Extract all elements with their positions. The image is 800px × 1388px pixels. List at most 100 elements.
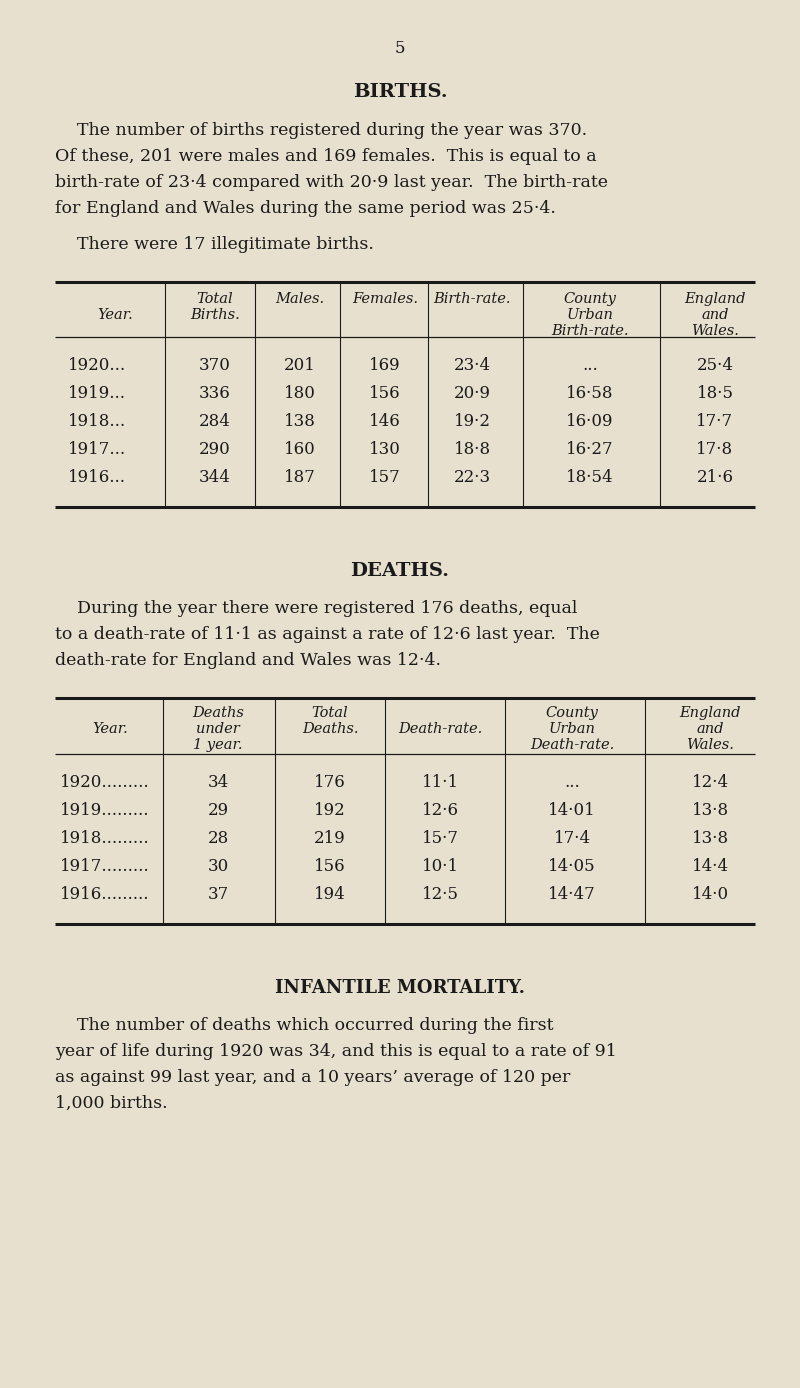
Text: 370: 370 (199, 357, 231, 373)
Text: 1,000 births.: 1,000 births. (55, 1095, 168, 1112)
Text: 25·4: 25·4 (697, 357, 734, 373)
Text: 344: 344 (199, 469, 231, 486)
Text: as against 99 last year, and a 10 years’ average of 120 per: as against 99 last year, and a 10 years’… (55, 1069, 570, 1085)
Text: INFANTILE MORTALITY.: INFANTILE MORTALITY. (275, 979, 525, 997)
Text: 192: 192 (314, 802, 346, 819)
Text: Death-rate.: Death-rate. (530, 738, 614, 752)
Text: 10·1: 10·1 (422, 858, 458, 874)
Text: Wales.: Wales. (691, 323, 739, 339)
Text: 138: 138 (284, 414, 316, 430)
Text: Birth-rate.: Birth-rate. (434, 291, 510, 305)
Text: 176: 176 (314, 775, 346, 791)
Text: 284: 284 (199, 414, 231, 430)
Text: 1916...: 1916... (68, 469, 126, 486)
Text: 1919.........: 1919......... (60, 802, 150, 819)
Text: Wales.: Wales. (686, 738, 734, 752)
Text: 14·4: 14·4 (691, 858, 729, 874)
Text: 23·4: 23·4 (454, 357, 490, 373)
Text: 17·8: 17·8 (697, 441, 734, 458)
Text: There were 17 illegitimate births.: There were 17 illegitimate births. (55, 236, 374, 253)
Text: 219: 219 (314, 830, 346, 847)
Text: 1920...: 1920... (68, 357, 126, 373)
Text: 1917...: 1917... (68, 441, 126, 458)
Text: During the year there were registered 176 deaths, equal: During the year there were registered 17… (55, 600, 578, 618)
Text: 1917.........: 1917......... (60, 858, 150, 874)
Text: 1916.........: 1916......... (60, 886, 150, 904)
Text: 12·4: 12·4 (691, 775, 729, 791)
Text: Year.: Year. (97, 308, 133, 322)
Text: year of life during 1920 was 34, and this is equal to a rate of 91: year of life during 1920 was 34, and thi… (55, 1042, 617, 1060)
Text: DEATHS.: DEATHS. (350, 562, 450, 580)
Text: England: England (684, 291, 746, 305)
Text: Birth-rate.: Birth-rate. (551, 323, 629, 339)
Text: Death-rate.: Death-rate. (398, 722, 482, 736)
Text: ...: ... (582, 357, 598, 373)
Text: 34: 34 (207, 775, 229, 791)
Text: 17·4: 17·4 (554, 830, 590, 847)
Text: 22·3: 22·3 (454, 469, 490, 486)
Text: 12·5: 12·5 (422, 886, 458, 904)
Text: County: County (546, 706, 598, 720)
Text: 5: 5 (394, 40, 406, 57)
Text: 1918...: 1918... (68, 414, 126, 430)
Text: 28: 28 (207, 830, 229, 847)
Text: 157: 157 (369, 469, 401, 486)
Text: 1920.........: 1920......... (60, 775, 150, 791)
Text: 12·6: 12·6 (422, 802, 458, 819)
Text: The number of births registered during the year was 370.: The number of births registered during t… (55, 122, 587, 139)
Text: Deaths: Deaths (192, 706, 244, 720)
Text: 29: 29 (207, 802, 229, 819)
Text: 13·8: 13·8 (691, 802, 729, 819)
Text: Total: Total (197, 291, 234, 305)
Text: 18·54: 18·54 (566, 469, 614, 486)
Text: and: and (702, 308, 729, 322)
Text: 11·1: 11·1 (422, 775, 458, 791)
Text: 15·7: 15·7 (422, 830, 458, 847)
Text: 156: 156 (369, 384, 401, 403)
Text: 156: 156 (314, 858, 346, 874)
Text: 194: 194 (314, 886, 346, 904)
Text: Total: Total (312, 706, 348, 720)
Text: 18·5: 18·5 (697, 384, 734, 403)
Text: The number of deaths which occurred during the first: The number of deaths which occurred duri… (55, 1017, 554, 1034)
Text: to a death-rate of 11·1 as against a rate of 12·6 last year.  The: to a death-rate of 11·1 as against a rat… (55, 626, 600, 643)
Text: 18·8: 18·8 (454, 441, 490, 458)
Text: under: under (196, 722, 240, 736)
Text: 130: 130 (369, 441, 401, 458)
Text: 290: 290 (199, 441, 231, 458)
Text: Urban: Urban (566, 308, 614, 322)
Text: death-rate for England and Wales was 12·4.: death-rate for England and Wales was 12·… (55, 652, 441, 669)
Text: 1919...: 1919... (68, 384, 126, 403)
Text: 16·09: 16·09 (566, 414, 614, 430)
Text: 1 year.: 1 year. (194, 738, 242, 752)
Text: 17·7: 17·7 (697, 414, 734, 430)
Text: Of these, 201 were males and 169 females.  This is equal to a: Of these, 201 were males and 169 females… (55, 149, 597, 165)
Text: 169: 169 (369, 357, 401, 373)
Text: 19·2: 19·2 (454, 414, 490, 430)
Text: 14·47: 14·47 (548, 886, 596, 904)
Text: Males.: Males. (275, 291, 325, 305)
Text: Year.: Year. (92, 722, 128, 736)
Text: 16·58: 16·58 (566, 384, 614, 403)
Text: 30: 30 (207, 858, 229, 874)
Text: 201: 201 (284, 357, 316, 373)
Text: 21·6: 21·6 (697, 469, 734, 486)
Text: birth-rate of 23·4 compared with 20·9 last year.  The birth-rate: birth-rate of 23·4 compared with 20·9 la… (55, 174, 608, 192)
Text: 13·8: 13·8 (691, 830, 729, 847)
Text: and: and (696, 722, 724, 736)
Text: 146: 146 (369, 414, 401, 430)
Text: 1918.........: 1918......... (60, 830, 150, 847)
Text: Births.: Births. (190, 308, 240, 322)
Text: County: County (563, 291, 617, 305)
Text: for England and Wales during the same period was 25·4.: for England and Wales during the same pe… (55, 200, 556, 217)
Text: England: England (679, 706, 741, 720)
Text: BIRTHS.: BIRTHS. (353, 83, 447, 101)
Text: Urban: Urban (549, 722, 595, 736)
Text: 160: 160 (284, 441, 316, 458)
Text: 180: 180 (284, 384, 316, 403)
Text: 187: 187 (284, 469, 316, 486)
Text: 14·0: 14·0 (691, 886, 729, 904)
Text: Females.: Females. (352, 291, 418, 305)
Text: 16·27: 16·27 (566, 441, 614, 458)
Text: Deaths.: Deaths. (302, 722, 358, 736)
